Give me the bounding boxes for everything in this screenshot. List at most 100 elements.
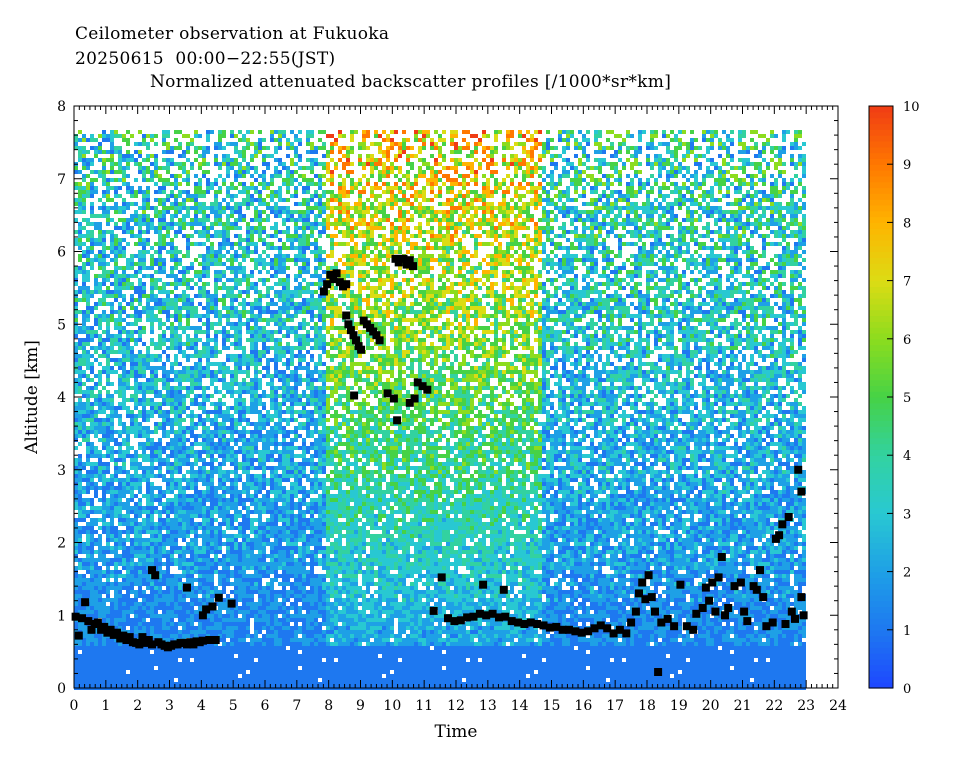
heat-cell xyxy=(82,314,86,318)
heat-cell xyxy=(94,422,98,426)
heat-cell xyxy=(242,310,246,314)
heat-cell xyxy=(190,506,194,510)
heat-cell xyxy=(222,454,226,458)
heat-cell xyxy=(130,414,134,418)
heat-cell xyxy=(102,470,106,474)
heat-cell xyxy=(234,574,238,578)
heat-cell xyxy=(146,526,150,530)
heat-cell xyxy=(242,598,246,602)
heat-cell xyxy=(194,558,198,562)
heat-cell xyxy=(230,670,234,674)
heat-cell xyxy=(190,654,194,658)
heat-cell xyxy=(170,194,174,198)
heat-cell xyxy=(246,666,250,670)
heat-cell xyxy=(214,530,218,534)
heat-cell xyxy=(122,478,126,482)
heat-cell xyxy=(222,678,226,682)
heat-cell xyxy=(146,306,150,310)
heat-cell xyxy=(98,574,102,578)
heat-cell xyxy=(74,506,78,510)
heat-cell xyxy=(98,498,102,502)
heat-cell xyxy=(154,426,158,430)
heat-cell xyxy=(134,398,138,402)
heat-cell xyxy=(170,662,174,666)
heat-cell xyxy=(246,510,250,514)
heat-cell xyxy=(118,350,122,354)
heat-cell xyxy=(130,678,134,682)
heat-cell xyxy=(86,278,90,282)
heat-cell xyxy=(254,634,258,638)
heat-cell xyxy=(190,166,194,170)
heat-cell xyxy=(82,154,86,158)
heat-cell xyxy=(210,410,214,414)
heat-cell xyxy=(138,302,142,306)
heat-cell xyxy=(238,654,242,658)
heat-cell xyxy=(234,506,238,510)
heat-cell xyxy=(246,246,250,250)
heat-cell xyxy=(94,226,98,230)
heat-cell xyxy=(166,146,170,150)
heat-cell xyxy=(178,378,182,382)
heat-cell xyxy=(210,486,214,490)
heat-cell xyxy=(86,678,90,682)
heat-cell xyxy=(106,246,110,250)
heat-cell xyxy=(102,454,106,458)
heat-cell xyxy=(134,654,138,658)
heat-cell xyxy=(106,406,110,410)
heat-cell xyxy=(122,254,126,258)
heat-cell xyxy=(138,234,142,238)
heat-cell xyxy=(178,190,182,194)
heat-cell xyxy=(214,286,218,290)
heat-cell xyxy=(118,506,122,510)
heat-cell xyxy=(242,426,246,430)
heat-cell xyxy=(134,582,138,586)
heat-cell xyxy=(146,654,150,658)
heat-cell xyxy=(250,554,254,558)
heat-cell xyxy=(126,614,130,618)
heat-cell xyxy=(154,610,158,614)
heat-cell xyxy=(142,418,146,422)
heat-cell xyxy=(254,582,258,586)
heat-cell xyxy=(214,278,218,282)
heat-cell xyxy=(186,386,190,390)
heat-cell xyxy=(202,366,206,370)
heat-cell xyxy=(130,478,134,482)
heat-cell xyxy=(150,282,154,286)
heat-cell xyxy=(258,298,262,302)
heat-cell xyxy=(146,350,150,354)
heat-cell xyxy=(170,362,174,366)
heat-cell xyxy=(126,282,130,286)
heat-cell xyxy=(130,602,134,606)
heat-cell xyxy=(194,378,198,382)
heat-cell xyxy=(238,610,242,614)
heat-cell xyxy=(182,594,186,598)
heat-cell xyxy=(222,618,226,622)
heat-cell xyxy=(90,678,94,682)
heat-cell xyxy=(118,386,122,390)
heat-cell xyxy=(170,274,174,278)
heat-cell xyxy=(162,214,166,218)
heat-cell xyxy=(82,198,86,202)
heat-cell xyxy=(94,518,98,522)
heat-cell xyxy=(98,638,102,642)
heat-cell xyxy=(198,178,202,182)
heat-cell xyxy=(166,666,170,670)
heat-cell xyxy=(174,446,178,450)
heat-cell xyxy=(134,330,138,334)
heat-cell xyxy=(222,506,226,510)
heat-cell xyxy=(158,186,162,190)
heat-cell xyxy=(114,574,118,578)
heat-cell xyxy=(118,454,122,458)
heat-cell xyxy=(214,442,218,446)
heat-cell xyxy=(162,302,166,306)
heat-cell xyxy=(94,610,98,614)
heat-cell xyxy=(162,210,166,214)
heat-cell xyxy=(250,310,254,314)
heat-cell xyxy=(182,162,186,166)
heat-cell xyxy=(246,590,250,594)
heat-cell xyxy=(110,350,114,354)
heat-cell xyxy=(162,270,166,274)
heat-cell xyxy=(98,302,102,306)
heat-cell xyxy=(170,398,174,402)
heat-cell xyxy=(130,474,134,478)
